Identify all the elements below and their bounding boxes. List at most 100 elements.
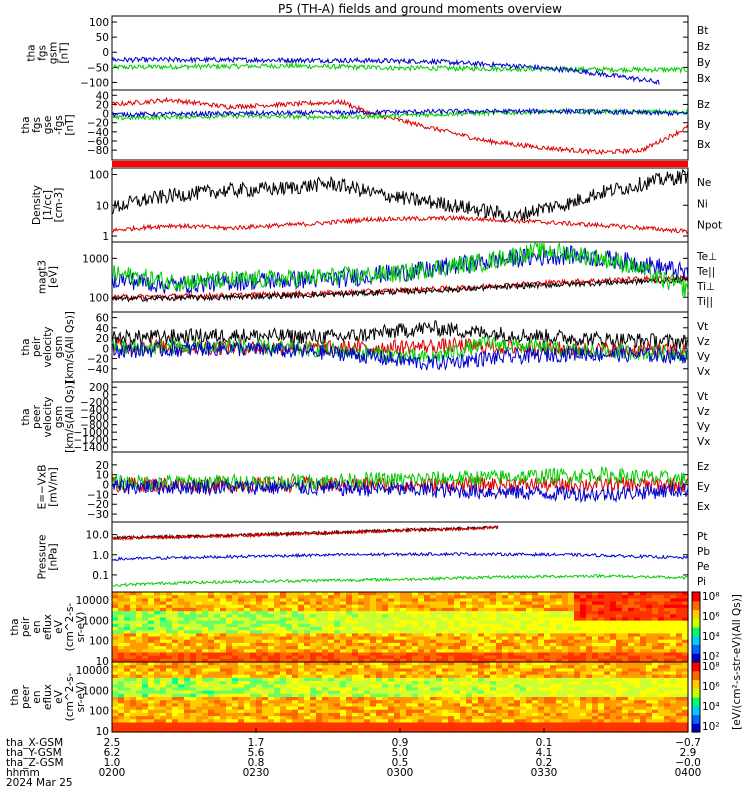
heatmap-cell [580,709,587,714]
heatmap-cell [244,652,251,657]
heatmap-cell [550,607,557,612]
heatmap-cell [508,611,515,615]
heatmap-cell [238,623,245,628]
heatmap-cell [364,595,371,599]
heatmap-cell [286,607,293,612]
heatmap-cell [616,630,623,634]
heatmap-cell [484,649,491,654]
heatmap-cell [430,611,437,615]
heatmap-cell [430,681,437,685]
heatmap-cell [184,633,191,638]
heatmap-cell [466,620,473,625]
heatmap-cell [514,623,521,628]
heatmap-cell [646,607,653,612]
heatmap-cell [334,668,341,673]
heatmap-cell [328,642,335,647]
heatmap-cell [580,652,587,657]
heatmap-cell [574,693,581,698]
heatmap-cell [418,671,425,676]
heatmap-cell [430,646,437,650]
heatmap-cell [130,604,137,609]
heatmap-cell [580,592,587,596]
heatmap-cell [412,633,419,638]
heatmap-cell [610,700,617,704]
heatmap-cell [592,623,599,628]
heatmap-cell [472,709,479,714]
heatmap-cell [274,592,281,596]
colorbar-segment [692,627,700,637]
heatmap-cell [448,703,455,708]
heatmap-cell [112,623,119,628]
heatmap-cell [316,601,323,606]
heatmap-cell [256,662,263,666]
heatmap-cell [472,620,479,625]
legend-peir_vel-Vx: Vx [697,366,710,378]
heatmap-cell [202,617,209,622]
ephemeris-value: −0.0 [675,757,701,769]
heatmap-cell [328,719,335,724]
heatmap-cell [418,700,425,704]
heatmap-cell [400,646,407,650]
heatmap-cell [358,598,365,603]
heatmap-cell [550,630,557,634]
heatmap-cell [184,601,191,606]
heatmap-cell [430,617,437,622]
heatmap-cell [628,722,635,727]
heatmap-cell [304,684,311,689]
legend-temp-Te⊥: Te⊥ [696,251,717,263]
heatmap-cell [238,662,245,666]
heatmap-cell [124,652,131,657]
heatmap-cell [604,636,611,641]
heatmap-cell [598,627,605,631]
heatmap-cell [628,601,635,606]
heatmap-cell [544,716,551,720]
heatmap-cell [118,700,125,704]
heatmap-cell [364,674,371,679]
heatmap-cell [646,620,653,625]
heatmap-cell [544,601,551,606]
heatmap-cell [166,658,173,663]
heatmap-cell [340,604,347,609]
heatmap-cell [256,607,263,612]
heatmap-cell [568,630,575,634]
heatmap-cell [280,636,287,641]
heatmap-cell [184,665,191,669]
heatmap-cell [652,674,659,679]
heatmap-cell [328,598,335,603]
heatmap-cell [682,642,689,647]
heatmap-cell [592,674,599,679]
heatmap-cell [286,611,293,615]
heatmap-cell [208,627,215,631]
heatmap-cell [550,662,557,666]
heatmap-cell [334,684,341,689]
heatmap-cell [286,655,293,660]
ytick-label-efield: 20 [96,460,109,472]
heatmap-cell [208,639,215,644]
heatmap-cell [460,719,467,724]
heatmap-cell [328,687,335,692]
legend-temp-Ti⊥: Ti⊥ [696,281,715,293]
heatmap-cell [328,703,335,708]
heatmap-cell [532,719,539,724]
heatmap-cell [208,712,215,717]
heatmap-cell [358,671,365,676]
heatmap-cell [466,646,473,650]
heatmap-cell [214,662,221,666]
heatmap-cell [412,595,419,599]
heatmap-cell [334,601,341,606]
heatmap-cell [466,706,473,711]
heatmap-cell [394,684,401,689]
colorbar-segment [692,618,700,628]
heatmap-cell [682,687,689,692]
heatmap-cell [202,662,209,666]
heatmap-cell [262,649,269,654]
heatmap-cell [172,655,179,660]
heatmap-cell [604,703,611,708]
heatmap-cell [154,598,161,603]
heatmap-cell [418,684,425,689]
heatmap-cell [454,719,461,724]
heatmap-cell [550,681,557,685]
panel-frame-density [111,167,689,243]
heatmap-cell [502,630,509,634]
heatmap-cell [310,646,317,650]
